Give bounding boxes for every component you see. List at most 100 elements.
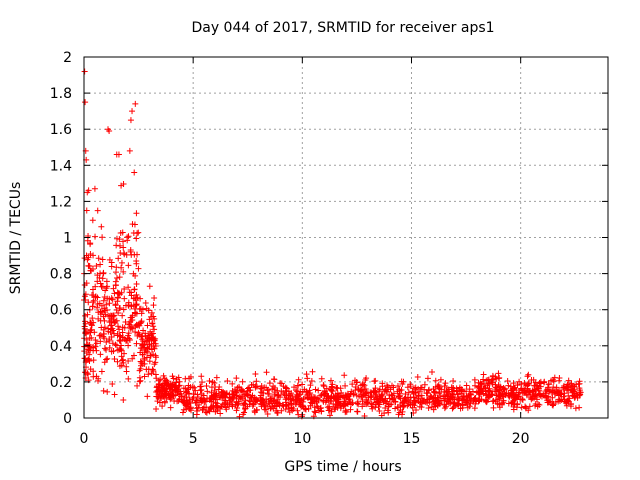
data-point	[192, 387, 199, 394]
data-point	[413, 407, 420, 414]
data-point	[106, 319, 113, 326]
data-point	[271, 376, 278, 383]
data-point	[551, 374, 558, 381]
data-point	[293, 401, 300, 408]
data-point	[142, 300, 149, 307]
data-point	[190, 390, 197, 397]
data-point	[340, 403, 347, 410]
data-point	[113, 317, 120, 324]
data-point	[165, 392, 172, 399]
data-point	[151, 361, 158, 368]
data-point	[547, 398, 554, 405]
data-point	[307, 389, 314, 396]
data-point	[214, 404, 221, 411]
data-point	[143, 354, 150, 361]
data-point	[109, 340, 116, 347]
data-point	[89, 286, 96, 293]
data-point	[476, 391, 483, 398]
data-point	[133, 340, 140, 347]
data-point	[116, 242, 123, 249]
data-point	[551, 388, 558, 395]
data-point	[485, 392, 492, 399]
data-point	[401, 398, 408, 405]
data-point	[110, 285, 117, 292]
data-point	[249, 402, 256, 409]
data-point	[215, 386, 222, 393]
data-point	[98, 368, 105, 375]
data-point	[521, 379, 528, 386]
data-point	[445, 392, 452, 399]
axis-ticks: 0 5 10 15 20 0 0.2 0.4 0.6 0.8 1 1.2 1.4 1.6 1.8 2	[50, 50, 608, 447]
data-point	[146, 332, 153, 339]
data-point	[251, 394, 258, 401]
data-point	[280, 403, 287, 410]
data-point	[132, 328, 139, 335]
data-point	[87, 366, 94, 373]
data-point	[134, 382, 141, 389]
data-point	[483, 398, 490, 405]
data-point	[332, 406, 339, 413]
data-point	[222, 397, 229, 404]
data-point	[412, 389, 419, 396]
data-point	[558, 391, 565, 398]
data-point	[133, 291, 140, 298]
data-point	[528, 395, 535, 402]
data-point	[381, 410, 388, 417]
data-point	[397, 407, 404, 414]
data-point	[186, 396, 193, 403]
data-point	[503, 390, 510, 397]
data-point	[167, 396, 174, 403]
data-point	[229, 380, 236, 387]
data-point	[210, 396, 217, 403]
data-point	[295, 382, 302, 389]
data-point	[497, 386, 504, 393]
data-point	[81, 323, 88, 330]
data-point	[307, 382, 314, 389]
data-point	[145, 307, 152, 314]
data-point	[475, 388, 482, 395]
data-point	[98, 223, 105, 230]
data-point	[454, 391, 461, 398]
data-point	[368, 403, 375, 410]
data-point	[108, 334, 115, 341]
x-tick-label: 20	[512, 431, 530, 447]
data-point	[332, 391, 339, 398]
data-point	[146, 341, 153, 348]
data-point	[317, 405, 324, 412]
data-point	[480, 385, 487, 392]
data-point	[151, 326, 158, 333]
data-point	[125, 375, 132, 382]
data-point	[185, 382, 192, 389]
data-point	[133, 210, 140, 217]
data-point	[93, 340, 100, 347]
data-point	[325, 407, 332, 414]
data-point	[128, 251, 135, 258]
data-point	[177, 393, 184, 400]
data-point	[102, 287, 109, 294]
data-point	[449, 393, 456, 400]
data-point	[109, 296, 116, 303]
data-point	[424, 396, 431, 403]
data-point	[489, 379, 496, 386]
data-point	[464, 395, 471, 402]
data-point	[260, 389, 267, 396]
data-point	[137, 320, 144, 327]
data-point	[282, 399, 289, 406]
data-point	[108, 259, 115, 266]
data-point	[530, 389, 537, 396]
data-point	[203, 409, 210, 416]
data-point	[164, 378, 171, 385]
data-point	[549, 401, 556, 408]
data-point	[81, 281, 88, 288]
data-point	[218, 388, 225, 395]
data-point	[492, 373, 499, 380]
data-point	[84, 311, 91, 318]
data-point	[415, 398, 422, 405]
x-tick-label: 10	[293, 431, 311, 447]
data-point	[139, 361, 146, 368]
data-point	[127, 314, 134, 321]
data-point	[100, 269, 107, 276]
data-point	[125, 342, 132, 349]
data-point	[302, 405, 309, 412]
data-point	[269, 386, 276, 393]
